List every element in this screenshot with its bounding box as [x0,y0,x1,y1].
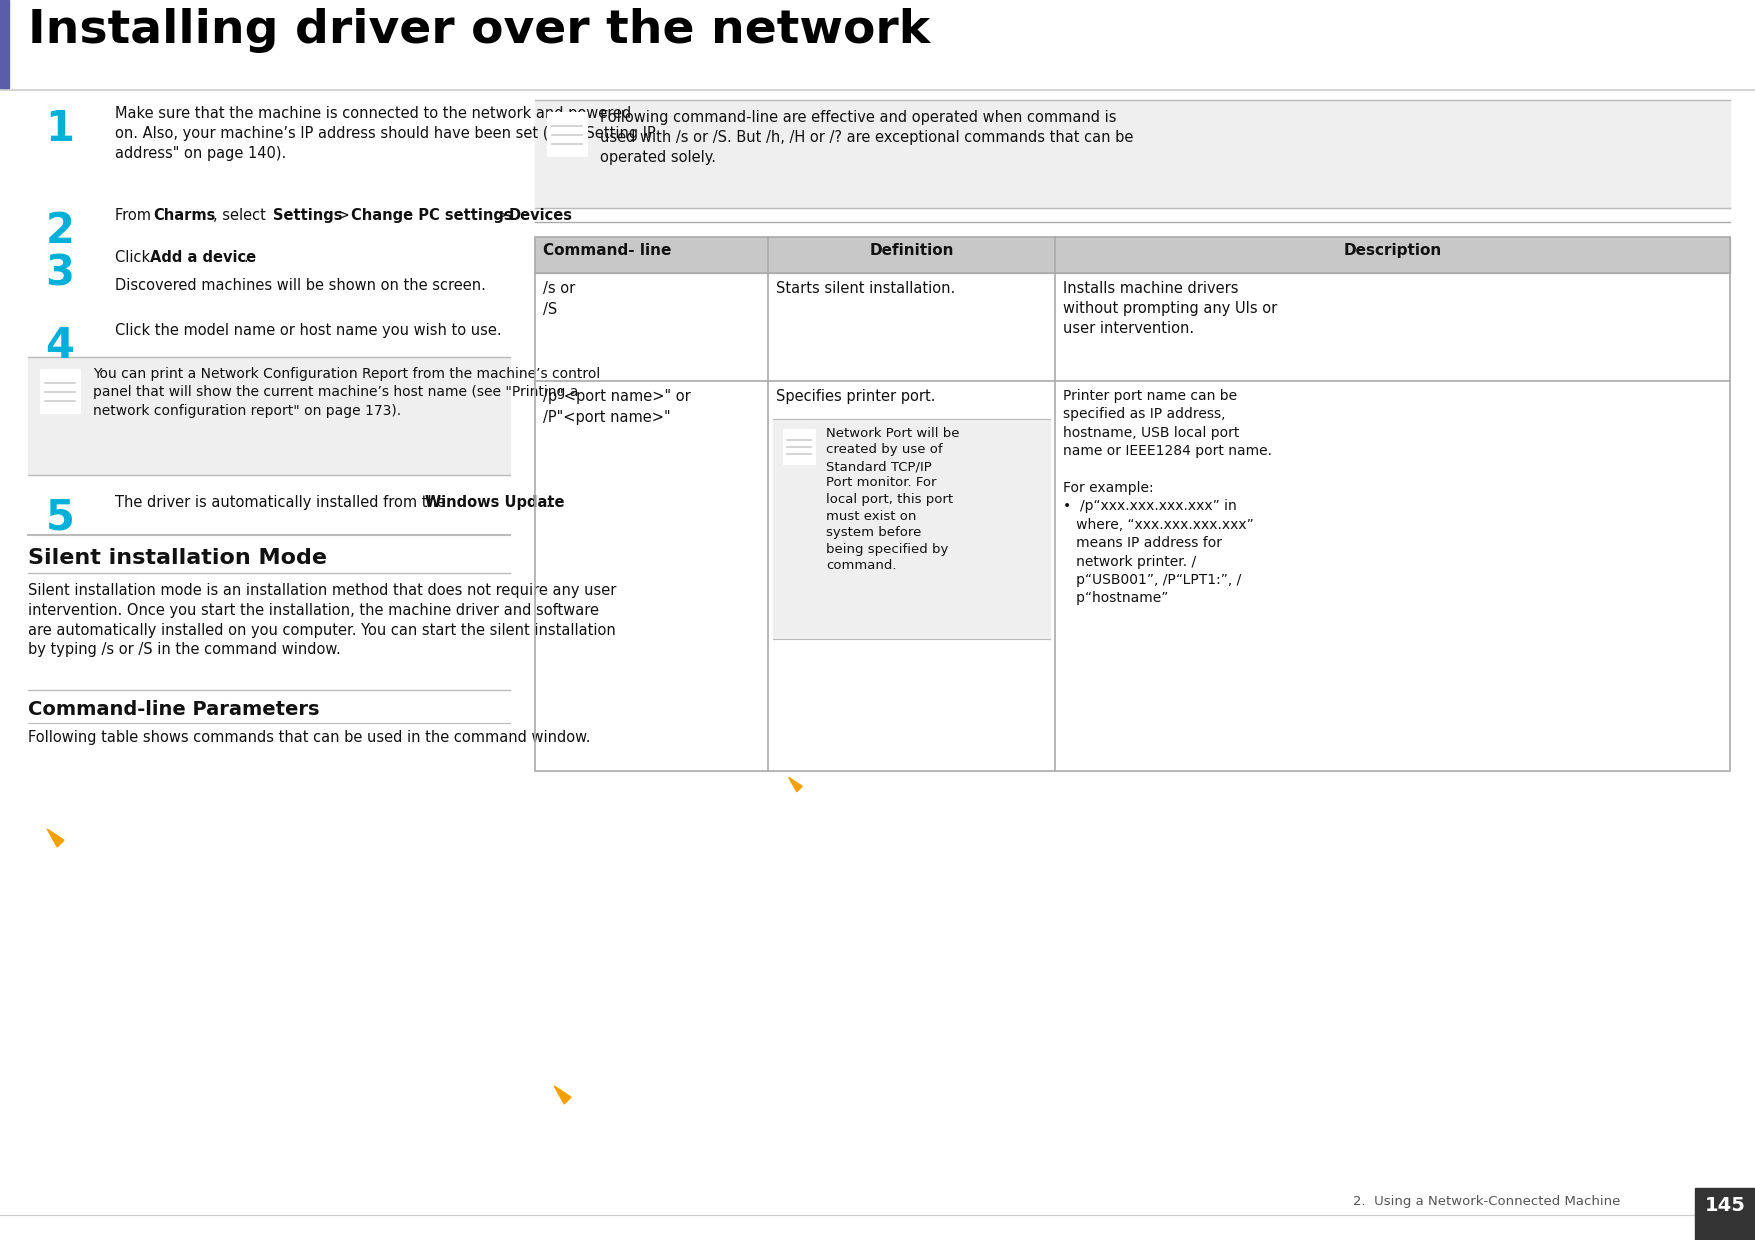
Text: Following table shows commands that can be used in the command window.: Following table shows commands that can … [28,730,590,745]
Text: 3: 3 [46,252,74,294]
Text: >: > [491,208,512,223]
Text: Specifies printer port.: Specifies printer port. [776,389,935,404]
Text: Windows Update: Windows Update [425,495,565,510]
Text: Add a device: Add a device [149,250,256,265]
Text: Starts silent installation.: Starts silent installation. [776,281,955,296]
Text: Installs machine drivers
without prompting any UIs or
user intervention.: Installs machine drivers without prompti… [1064,281,1278,336]
Bar [535,237,1730,771]
Text: Settings: Settings [274,208,342,223]
Text: .: . [546,495,549,510]
Text: .: . [563,208,569,223]
Bar [772,419,1049,639]
Text: , select: , select [212,208,270,223]
Bar [535,237,1730,273]
Text: The driver is automatically installed from the: The driver is automatically installed fr… [116,495,451,510]
Text: Click the model name or host name you wish to use.: Click the model name or host name you wi… [116,322,502,339]
Text: 2.  Using a Network-Connected Machine: 2. Using a Network-Connected Machine [1353,1195,1620,1208]
Text: Silent installation Mode: Silent installation Mode [28,548,326,568]
Text: 145: 145 [1704,1197,1746,1215]
Text: Make sure that the machine is connected to the network and powered
on. Also, you: Make sure that the machine is connected … [116,105,656,161]
Text: .: . [242,250,247,265]
Text: Description: Description [1343,243,1441,258]
Polygon shape [47,830,63,847]
Text: 5: 5 [46,497,74,539]
Text: You can print a Network Configuration Report from the machine’s control
panel th: You can print a Network Configuration Re… [93,367,600,418]
Text: From: From [116,208,156,223]
Bar [783,429,814,464]
Bar [548,112,586,156]
Text: Silent installation mode is an installation method that does not require any use: Silent installation mode is an installat… [28,583,616,657]
Text: 2: 2 [46,210,74,252]
Text: Command- line: Command- line [542,243,672,258]
Polygon shape [788,777,802,792]
Text: Network Port will be
created by use of
Standard TCP/IP
Port monitor. For
local p: Network Port will be created by use of S… [827,427,960,572]
Text: Charms: Charms [153,208,216,223]
Text: >: > [333,208,355,223]
Text: Click: Click [116,250,154,265]
Text: Definition: Definition [869,243,953,258]
Text: /p"<port name>" or
/P"<port name>": /p"<port name>" or /P"<port name>" [542,389,691,425]
Bar [1695,1188,1755,1240]
Text: /s or
/S: /s or /S [542,281,576,317]
Bar [535,100,1730,208]
Text: Installing driver over the network: Installing driver over the network [28,7,930,53]
Bar [28,357,511,475]
Text: Devices: Devices [509,208,572,223]
Bar [0,0,9,88]
Polygon shape [555,1086,570,1104]
Bar [40,370,81,413]
Text: Following command-line are effective and operated when command is
used with /s o: Following command-line are effective and… [600,110,1134,165]
Text: Change PC settings: Change PC settings [351,208,512,223]
Text: Command-line Parameters: Command-line Parameters [28,701,319,719]
Text: Printer port name can be
specified as IP address,
hostname, USB local port
name : Printer port name can be specified as IP… [1064,389,1272,605]
Text: Discovered machines will be shown on the screen.: Discovered machines will be shown on the… [116,278,486,293]
Text: 4: 4 [46,325,74,367]
Text: 1: 1 [46,108,74,150]
